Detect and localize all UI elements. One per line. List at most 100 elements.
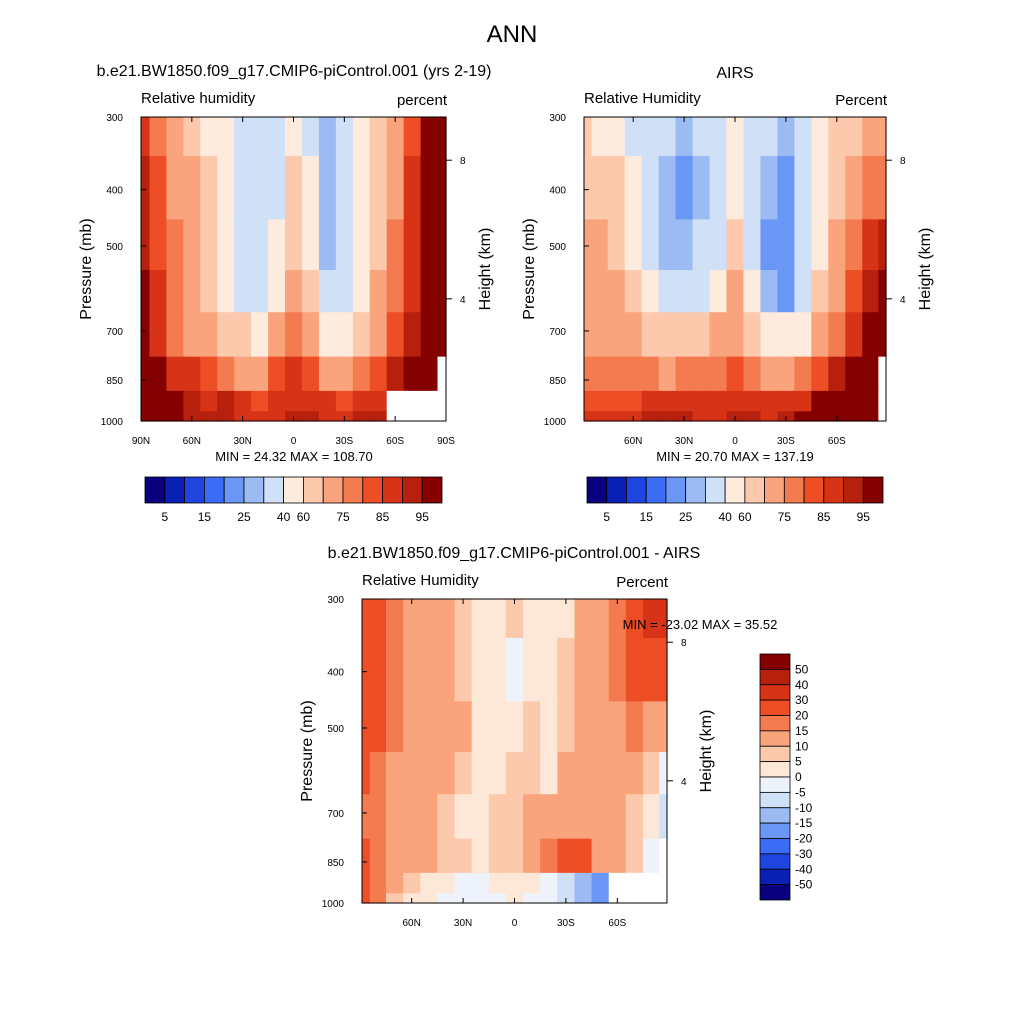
contour-cell — [335, 312, 354, 358]
x-tick-label: 30S — [557, 918, 575, 929]
contour-cell — [726, 117, 745, 157]
colorbar-box — [759, 791, 791, 809]
contour-cell — [828, 155, 846, 220]
contour-cell — [420, 356, 439, 392]
contour-cell — [420, 599, 438, 639]
colorbar-box — [243, 476, 265, 504]
x-tick-label: 0 — [512, 918, 518, 929]
contour-cell — [141, 155, 151, 220]
contour-cell — [437, 637, 456, 702]
contour-cell — [608, 794, 627, 840]
y-tick-label: 400 — [106, 186, 123, 197]
colorbar-label: 15 — [640, 510, 654, 524]
missing-cell — [386, 390, 405, 412]
contour-cell — [420, 872, 438, 894]
contour-cell — [285, 270, 303, 313]
contour-cell — [692, 155, 711, 220]
contour-cell — [540, 794, 558, 840]
contour-cell — [591, 838, 610, 874]
contour-cell — [574, 701, 593, 753]
contour-cell — [584, 219, 593, 271]
y-tick-label: 700 — [549, 327, 566, 338]
contour-cell — [437, 270, 447, 313]
colorbar-box — [759, 684, 791, 701]
contour-cell — [234, 155, 252, 220]
contour-cell — [335, 270, 354, 313]
height-tick-label: 8 — [900, 156, 906, 167]
colorbar-box — [759, 838, 791, 855]
y-tick-label: 850 — [327, 858, 344, 869]
missing-cell — [659, 838, 668, 874]
contour-cell — [488, 701, 507, 753]
x-tick-label: 90S — [437, 436, 455, 447]
contour-cell — [362, 701, 371, 753]
contour-cell — [369, 701, 387, 753]
contour-cell — [624, 312, 643, 358]
colorbar-box — [759, 884, 791, 901]
contour-cell — [777, 270, 795, 313]
contour-cell — [403, 155, 422, 220]
contour-cell — [557, 794, 576, 840]
missing-cell — [878, 356, 887, 392]
colorbar-box — [665, 476, 687, 504]
contour-cell — [285, 155, 303, 220]
contour-cell — [591, 752, 610, 795]
contour-cell — [523, 893, 541, 904]
contour-cell — [234, 270, 252, 313]
right-string: Percent — [835, 92, 888, 109]
contour-cell — [471, 872, 490, 894]
left-string: Relative Humidity — [584, 90, 701, 107]
contour-cell — [794, 411, 812, 422]
contour-cell — [234, 390, 252, 412]
contour-cell — [862, 270, 879, 313]
contour-cell — [743, 270, 762, 313]
contour-cell — [523, 794, 541, 840]
contour-cell — [675, 219, 694, 271]
contour-cell — [659, 599, 668, 639]
contour-cell — [471, 701, 490, 753]
missing-cell — [403, 411, 422, 422]
contour-cell — [641, 270, 660, 313]
contour-cell — [591, 794, 610, 840]
contour-cell — [488, 872, 507, 894]
contour-cell — [301, 390, 320, 412]
contour-cell — [454, 599, 473, 639]
contour-cell — [234, 219, 252, 271]
contour-cell — [540, 872, 558, 894]
contour-cell — [183, 390, 201, 412]
colorbar-box — [302, 476, 324, 504]
contour-cell — [200, 312, 218, 358]
missing-cell — [625, 872, 644, 894]
panel-title: b.e21.BW1850.f09_g17.CMIP6-piControl.001… — [328, 545, 701, 562]
contour-cell — [352, 155, 371, 220]
contour-cell — [166, 411, 184, 422]
contour-cell — [403, 752, 421, 795]
colorbar-box — [759, 668, 791, 686]
colorbar-label: 5 — [795, 755, 802, 769]
contour-cell — [437, 872, 456, 894]
contour-cell — [659, 637, 668, 702]
contour-cell — [200, 219, 218, 271]
y-tick-label: 1000 — [544, 417, 567, 428]
contour-cell — [362, 893, 371, 904]
contour-cell — [557, 838, 576, 874]
colorbar: 5 15 25 40 60 75 85 95 — [144, 476, 443, 524]
contour-cell — [692, 411, 711, 422]
contour-cell — [318, 411, 337, 422]
contour-cell — [624, 356, 643, 392]
contour-cell — [641, 356, 660, 392]
contour-cell — [608, 838, 627, 874]
contour-cell — [845, 411, 863, 422]
colorbar-box — [803, 476, 825, 504]
contour-cell — [369, 411, 388, 422]
y-axis-title-right: Height (km) — [477, 228, 494, 311]
colorbar-box — [184, 476, 205, 504]
contour-cell — [149, 155, 168, 220]
contour-cell — [743, 312, 762, 358]
left-string: Relative humidity — [141, 90, 256, 107]
colorbar-box — [783, 476, 805, 504]
contour-cell — [641, 155, 660, 220]
min-max-text: MIN = 24.32 MAX = 108.70 — [215, 449, 373, 464]
